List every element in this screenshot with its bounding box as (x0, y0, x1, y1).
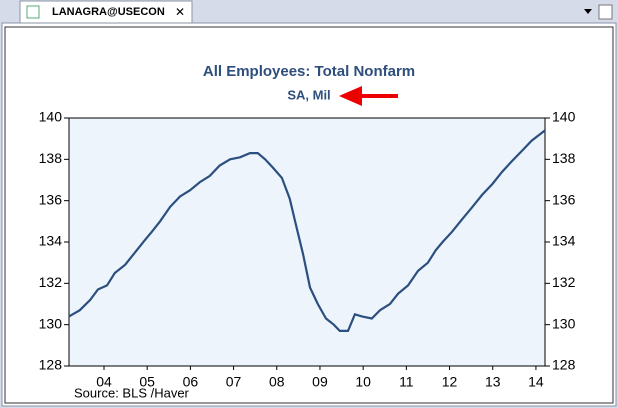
tab-menu[interactable] (584, 9, 592, 14)
x-tick-label: 06 (183, 374, 199, 390)
y2-tick-label: 130 (552, 315, 576, 331)
y-tick-label: 134 (39, 233, 63, 249)
x-tick-label: 07 (226, 374, 242, 390)
tab-label: LANAGRA@USECON (52, 6, 165, 18)
x-tick-label: 09 (312, 374, 328, 390)
y2-tick-label: 132 (552, 274, 576, 290)
x-tick-label: 13 (485, 374, 501, 390)
y-tick-label: 138 (39, 150, 63, 166)
y2-tick-label: 134 (552, 233, 576, 249)
x-tick-label: 10 (355, 374, 371, 390)
chart-subtitle: SA, Mil (287, 87, 330, 102)
y-tick-label: 140 (39, 109, 63, 125)
y-tick-label: 136 (39, 191, 63, 207)
y2-tick-label: 136 (552, 191, 576, 207)
chart-title: All Employees: Total Nonfarm (203, 63, 415, 80)
y2-tick-label: 138 (552, 150, 576, 166)
x-tick-label: 08 (269, 374, 285, 390)
y-tick-label: 132 (39, 274, 63, 290)
x-tick-label: 11 (399, 374, 414, 390)
annotation-arrow (339, 85, 398, 107)
y2-tick-label: 128 (552, 357, 576, 373)
x-tick-label: 12 (442, 374, 458, 390)
y-tick-label: 128 (39, 357, 63, 373)
tab-icon (26, 5, 40, 19)
new-chart-button[interactable] (598, 4, 613, 20)
x-tick-label: 05 (139, 374, 155, 390)
plot-area (68, 117, 546, 367)
x-tick-label: 14 (528, 374, 544, 390)
tab-close[interactable]: ✕ (175, 5, 185, 19)
y-tick-label: 130 (39, 315, 63, 331)
source-note: Source: BLS /Haver (74, 385, 190, 400)
y2-tick-label: 140 (552, 109, 576, 125)
data-line (68, 129, 546, 332)
x-tick-label: 04 (96, 374, 112, 390)
